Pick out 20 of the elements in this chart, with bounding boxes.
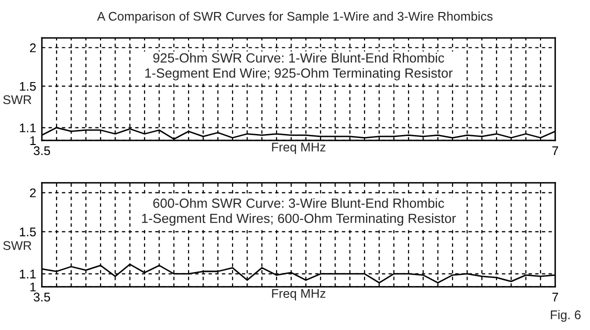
y-tick-label: 1.1 [20,270,36,278]
y-axis-title: SWR [3,241,32,250]
x-tick-label: 7 [552,292,558,302]
y-tick-label: 1 [30,136,36,145]
y-axis-title: SWR [3,95,32,104]
y-tick-label: 2 [30,43,36,52]
x-tick-label: 3.5 [34,146,50,156]
chart-title: A Comparison of SWR Curves for Sample 1-Wire and 3-Wire Rhombics [97,12,493,24]
annotation: 925-Ohm SWR Curve: 1-Wire Blunt-End Rhombic 1-Segment End Wire; 925-Ohm Terminating Resistor [145,52,453,80]
y-tick-label: 1.5 [20,228,36,236]
x-axis-title: Freq MHz [272,289,326,300]
caption: Fig. 6 [550,310,581,322]
y-tick-label: 1.5 [20,82,36,91]
x-axis-title: Freq MHz [272,142,326,154]
x-tick-label: 3.5 [34,292,50,302]
annotation: 600-Ohm SWR Curve: 3-Wire Blunt-End Rhombic 1-Segment End Wires; 600-Ohm Terminating Resistor [142,198,456,226]
y-tick-label: 1 [30,282,36,292]
x-tick-label: 7 [552,146,558,156]
y-tick-label: 1.1 [20,124,36,132]
y-tick-label: 2 [30,188,36,198]
